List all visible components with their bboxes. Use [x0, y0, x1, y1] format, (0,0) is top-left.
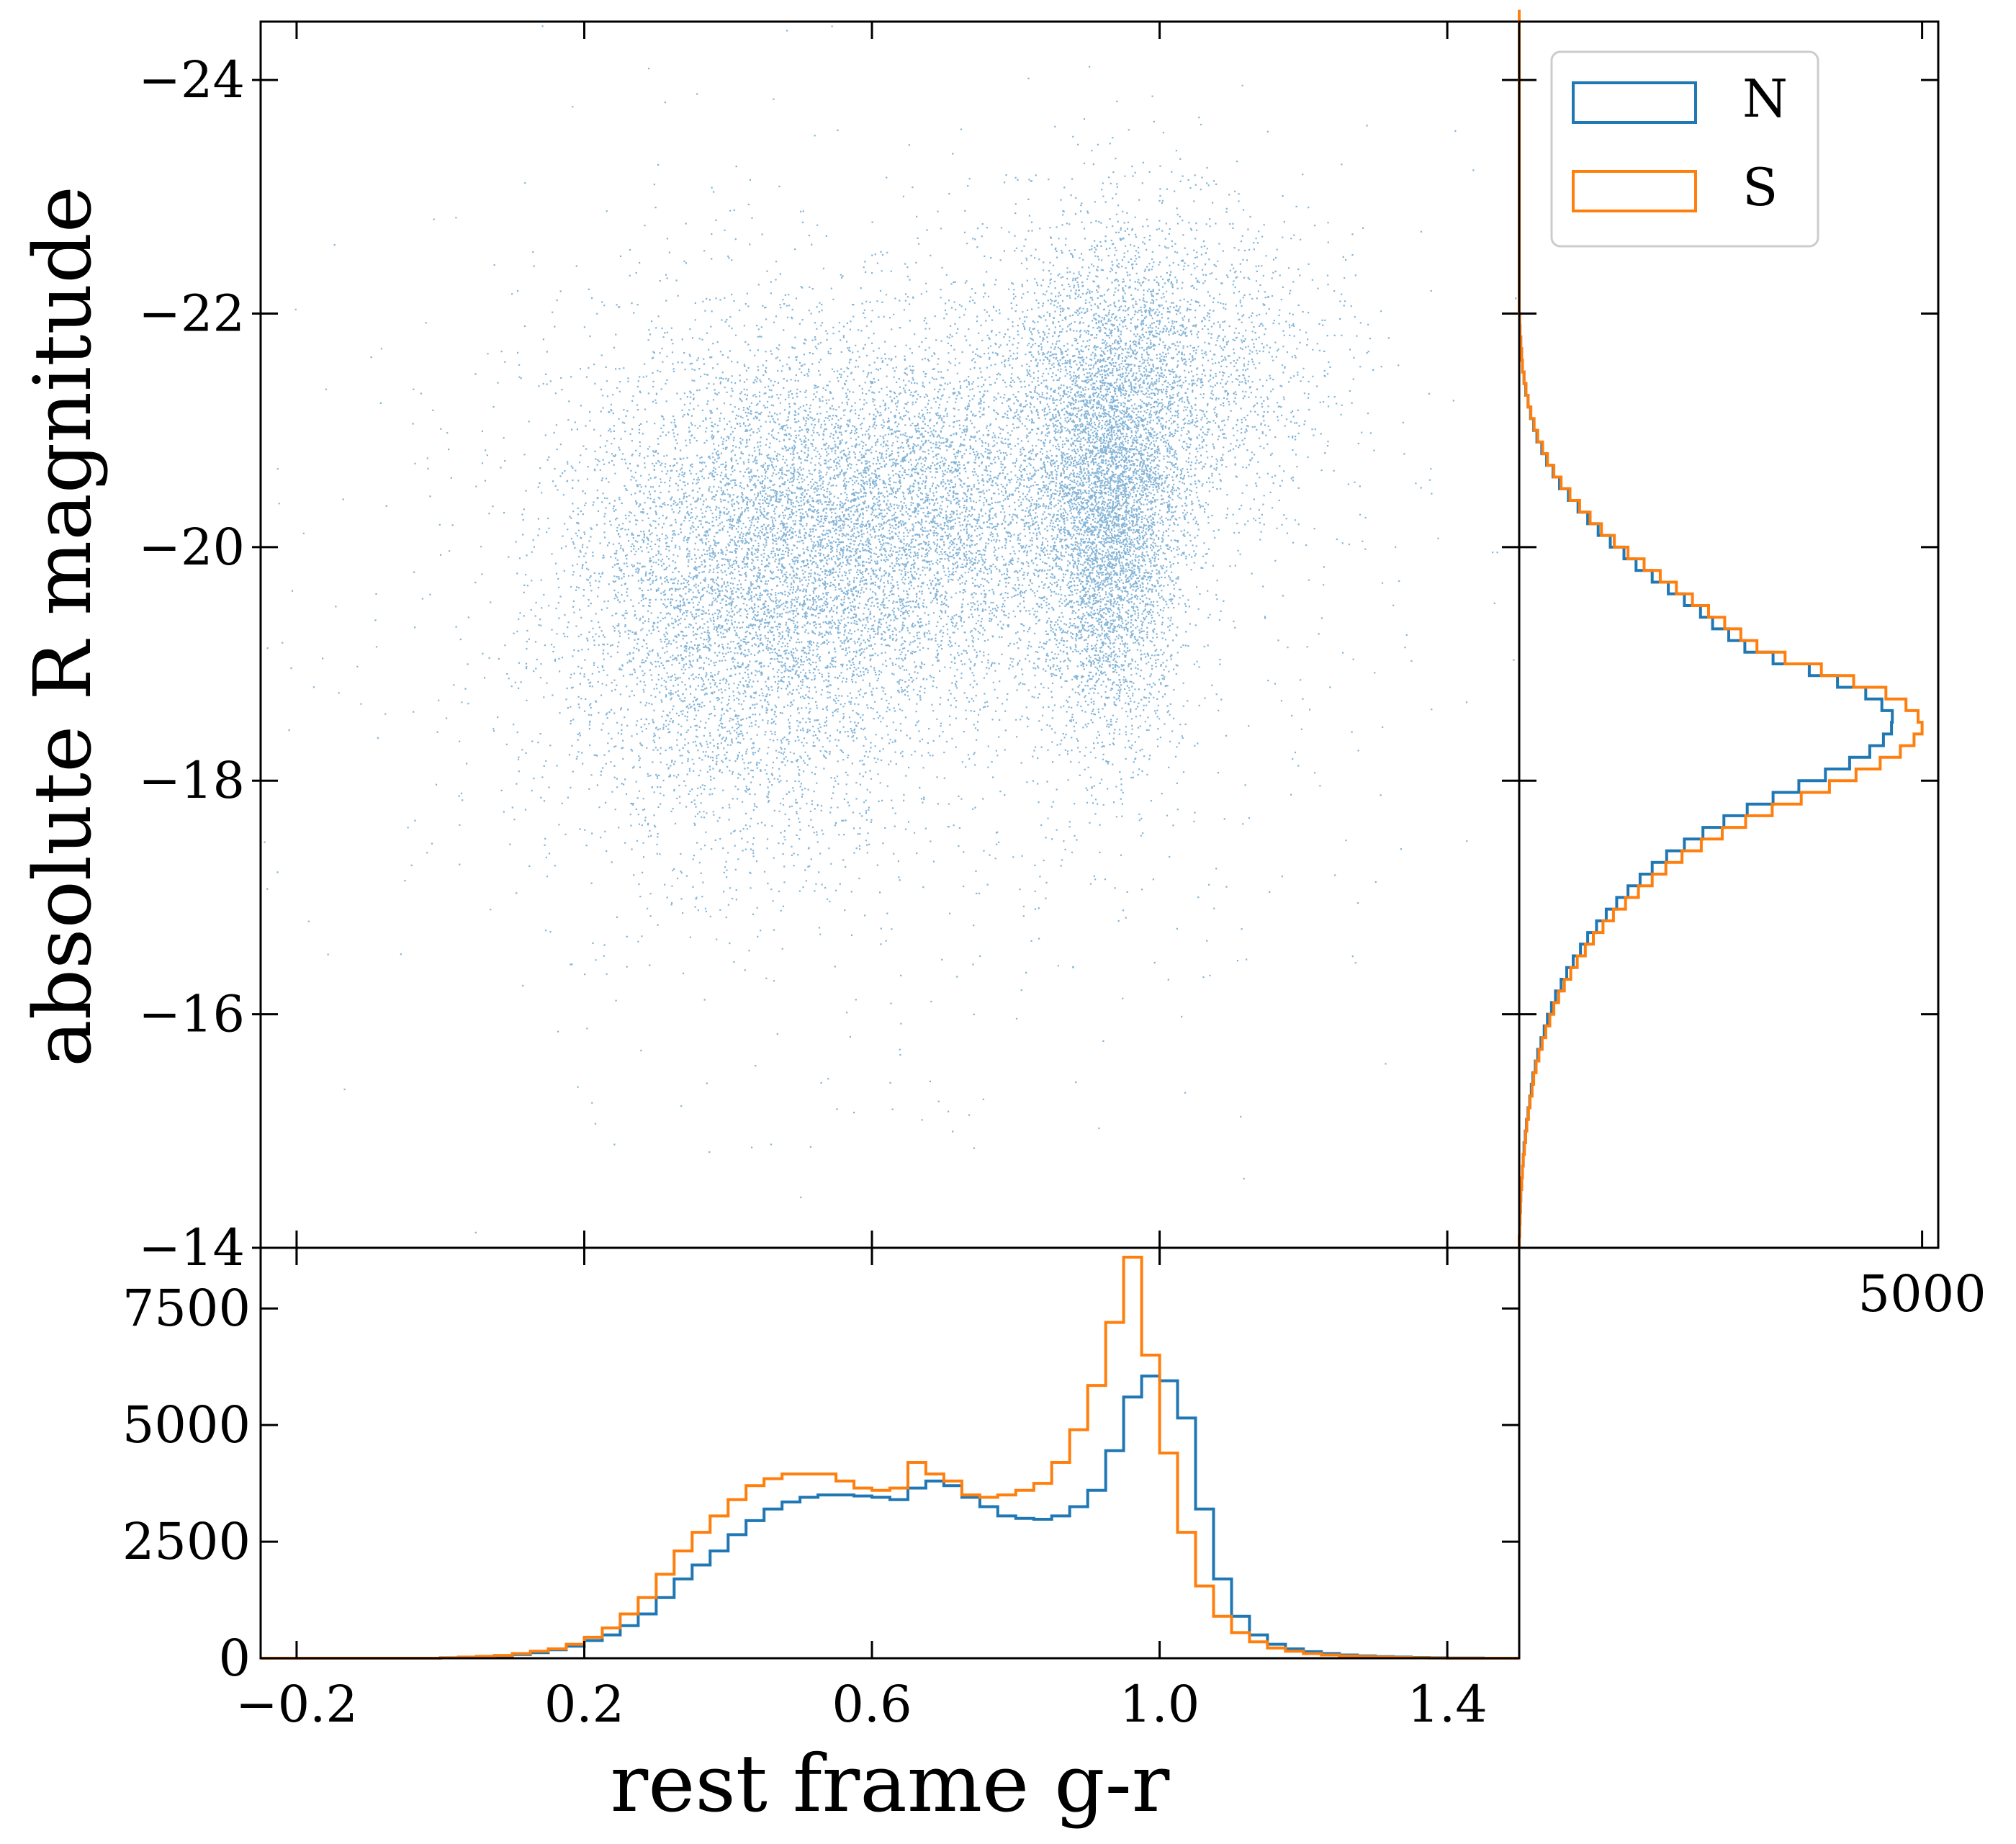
bottom-histogram-series-S — [261, 1256, 1519, 1660]
x-tick-label: 0.6 — [832, 1675, 912, 1734]
y-tick-label: −14 — [138, 1218, 245, 1277]
bottom-y-tick-label: 5000 — [122, 1395, 251, 1454]
y-tick-label: −22 — [138, 284, 245, 343]
x-axis-title: rest frame g-r — [611, 1737, 1170, 1830]
right-histogram-ticks: 5000 — [1519, 22, 1986, 1323]
x-tick-label: −0.2 — [235, 1675, 358, 1734]
bottom-y-tick-label: 2500 — [122, 1512, 251, 1571]
y-tick-label: −18 — [138, 751, 245, 810]
right-histogram-frame — [1518, 20, 1940, 1249]
bottom-y-tick-label: 7500 — [122, 1279, 251, 1338]
legend-N-swatch — [1572, 81, 1697, 124]
right-x-tick-label: 5000 — [1858, 1264, 1986, 1323]
x-tick-label: 1.0 — [1120, 1675, 1200, 1734]
y-axis-title: absolute R magnitude — [17, 186, 109, 1067]
legend-N-label: N — [1742, 68, 1788, 129]
legend-box — [1550, 50, 1819, 248]
legend-S-swatch — [1572, 170, 1697, 212]
y-tick-label: −24 — [138, 50, 245, 109]
scatter-ticks: −24 −22 −20 −18 −16 −14 — [138, 22, 1519, 1277]
bottom-histogram-ticks: 0 2500 5000 7500 −0.2 0.2 0.6 1.0 1.4 — [122, 1248, 1519, 1734]
right-histogram-series-S — [1518, 9, 1924, 1248]
bottom-histogram-lines — [261, 1256, 1519, 1660]
y-tick-label: −20 — [138, 518, 245, 577]
x-tick-label: 1.4 — [1407, 1675, 1487, 1734]
y-tick-label: −16 — [138, 985, 245, 1044]
right-histogram-lines — [1518, 9, 1924, 1248]
bottom-histogram-frame — [259, 1246, 1521, 1660]
x-tick-label: 0.2 — [544, 1675, 624, 1734]
right-histogram-panel: 5000 — [1518, 9, 1986, 1323]
bottom-histogram-panel: 0 2500 5000 7500 −0.2 0.2 0.6 1.0 1.4 — [122, 1246, 1521, 1734]
legend-S-label: S — [1742, 157, 1778, 217]
legend: N S — [1550, 50, 1819, 248]
bottom-y-tick-label: 0 — [218, 1629, 251, 1688]
